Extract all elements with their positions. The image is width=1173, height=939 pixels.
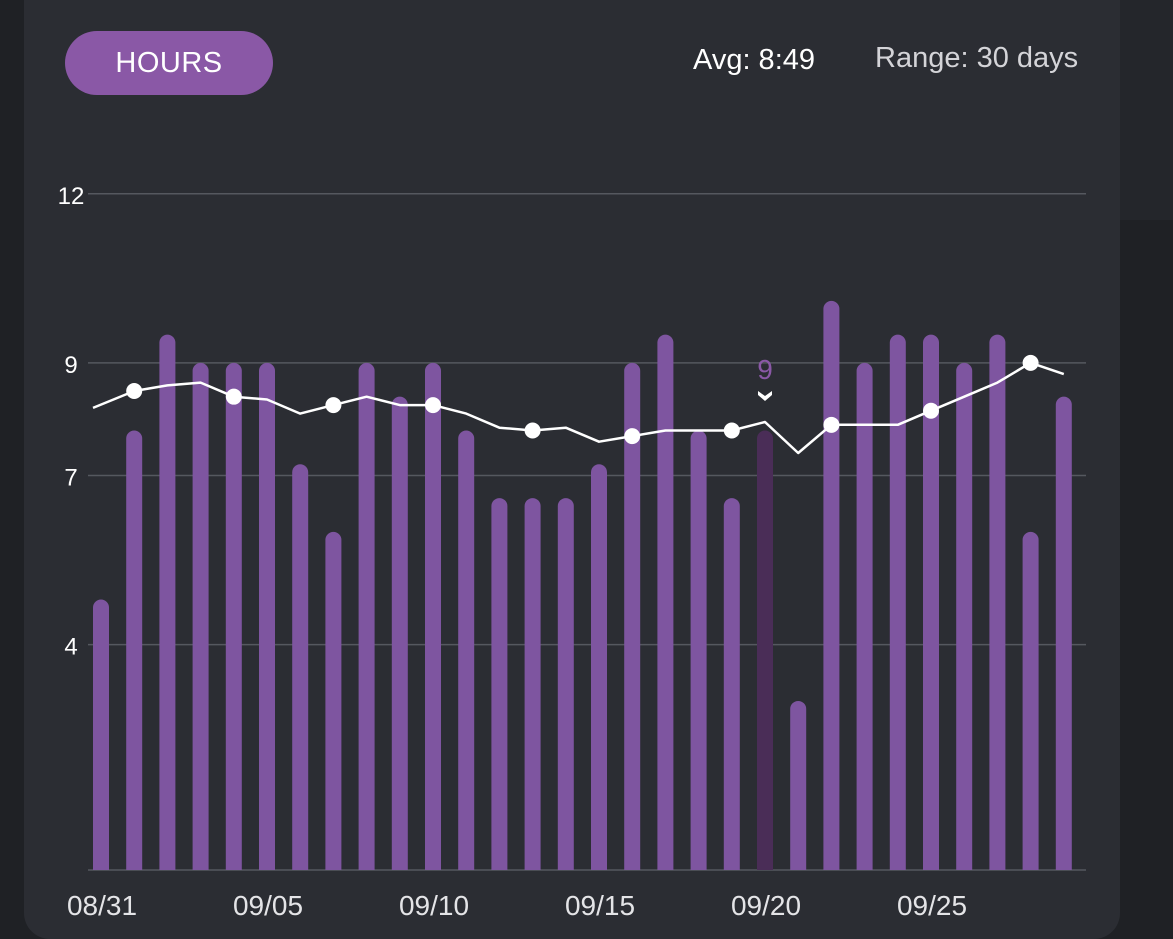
y-tick-label: 12 xyxy=(58,183,85,210)
y-tick-label: 9 xyxy=(64,352,77,379)
trend-point xyxy=(524,422,541,439)
trend-point xyxy=(425,397,441,414)
bar-09/21[interactable] xyxy=(790,700,807,870)
bar-09/28[interactable] xyxy=(1022,531,1039,870)
x-tick-label: 09/10 xyxy=(399,890,469,921)
bar-09/24[interactable] xyxy=(889,334,906,870)
trend-point xyxy=(1022,354,1039,371)
bar-09/03[interactable] xyxy=(192,362,209,870)
bar-09/05[interactable] xyxy=(259,362,275,870)
trend-point xyxy=(823,416,840,433)
bar-09/15[interactable] xyxy=(591,464,607,870)
x-tick-label: 09/25 xyxy=(897,890,967,921)
bar-09/12[interactable] xyxy=(491,498,508,870)
bar-09/25[interactable] xyxy=(923,334,939,870)
bar-09/09[interactable] xyxy=(391,396,408,870)
bar-09/13[interactable] xyxy=(524,498,541,870)
bar-09/07[interactable] xyxy=(325,531,342,870)
bar-09/26[interactable] xyxy=(956,362,973,870)
average-trend-line xyxy=(92,361,1065,455)
trend-point xyxy=(723,422,740,439)
x-tick-label: 09/05 xyxy=(233,890,303,921)
bar-09/27[interactable] xyxy=(989,334,1006,870)
bar-09/01[interactable] xyxy=(126,430,143,870)
x-tick-label: 08/31 xyxy=(67,890,137,921)
bar-09/19[interactable] xyxy=(723,498,740,870)
y-tick-label: 7 xyxy=(64,465,77,492)
range-label: Range: 30 days xyxy=(875,42,1079,74)
trend-point xyxy=(923,402,939,419)
bar-09/29[interactable] xyxy=(1055,396,1072,870)
trend-point xyxy=(624,428,641,445)
average-label: Avg: 8:49 xyxy=(693,44,816,76)
background-strip xyxy=(1120,0,1173,220)
bar-09/20[interactable] xyxy=(757,430,773,870)
bar-09/04[interactable] xyxy=(225,362,242,870)
bar-09/10[interactable] xyxy=(425,362,441,870)
bar-09/02[interactable] xyxy=(159,334,176,870)
selected-marker-icon xyxy=(758,391,772,401)
bar-09/23[interactable] xyxy=(856,362,873,870)
trend-point xyxy=(225,388,242,405)
hours-button[interactable]: HOURS xyxy=(65,31,273,95)
bar-09/06[interactable] xyxy=(292,464,309,870)
bar-09/17[interactable] xyxy=(657,334,674,870)
trend-point xyxy=(325,397,342,414)
x-tick-label: 09/15 xyxy=(565,890,635,921)
bar-09/14[interactable] xyxy=(557,498,574,870)
bar-09/18[interactable] xyxy=(690,430,707,870)
y-tick-label: 4 xyxy=(64,634,77,661)
bar-09/16[interactable] xyxy=(624,362,641,870)
bar-09/22[interactable] xyxy=(823,300,840,870)
selected-value-label: 9 xyxy=(757,354,773,385)
trend-point xyxy=(126,383,143,400)
bar-09/11[interactable] xyxy=(458,430,475,870)
x-tick-label: 09/20 xyxy=(731,890,801,921)
bar-09/08[interactable] xyxy=(358,362,375,870)
bar-08/31[interactable] xyxy=(93,599,109,870)
